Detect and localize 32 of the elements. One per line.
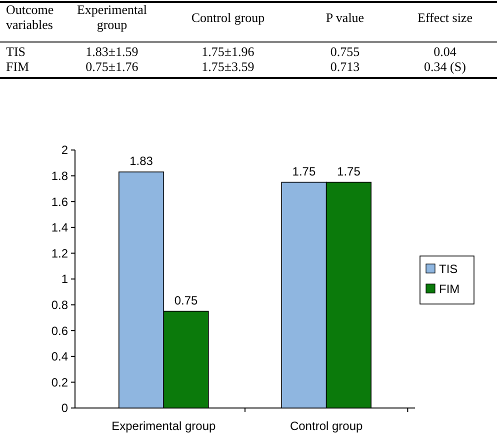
text: Control group xyxy=(191,10,265,25)
y-tick-label: 0.2 xyxy=(51,375,68,390)
y-tick-label: 0.6 xyxy=(51,324,68,338)
y-tick-label: 0.8 xyxy=(51,298,68,312)
data-label: 0.75 xyxy=(174,293,198,308)
data-label: 1.83 xyxy=(130,154,154,168)
text: Experimental group xyxy=(76,2,148,32)
data-label: 1.75 xyxy=(337,164,361,178)
text: 0.75±1.76 xyxy=(86,59,139,74)
text: 0.713 xyxy=(330,59,360,74)
y-tick-label: 0.4 xyxy=(51,350,68,364)
text: 1.75±1.96 xyxy=(202,44,255,59)
y-tick-label: 1.8 xyxy=(51,169,68,183)
text: Outcome variables xyxy=(6,2,54,32)
text: 0.34 (S) xyxy=(424,59,466,74)
text: 0.755 xyxy=(330,44,360,59)
y-tick-label: 1.4 xyxy=(51,220,68,235)
text: FIM xyxy=(6,59,30,74)
y-tick-label: 1.2 xyxy=(51,246,68,260)
text: P value xyxy=(326,10,364,25)
text: 1.83±1.59 xyxy=(86,44,138,59)
legend-label: TIS xyxy=(439,262,458,276)
text: 1.75±3.59 xyxy=(202,59,254,74)
text: 0.04 xyxy=(434,44,457,59)
y-tick-label: 0 xyxy=(61,401,68,416)
y-tick-label: 1 xyxy=(61,272,68,286)
y-tick-label: 2 xyxy=(61,143,68,158)
text: TIS xyxy=(6,44,26,59)
text: Effect size xyxy=(418,10,473,25)
y-tick-label: 1.6 xyxy=(51,194,68,209)
data-label: 1.75 xyxy=(292,164,316,178)
legend-label: FIM xyxy=(439,282,460,296)
